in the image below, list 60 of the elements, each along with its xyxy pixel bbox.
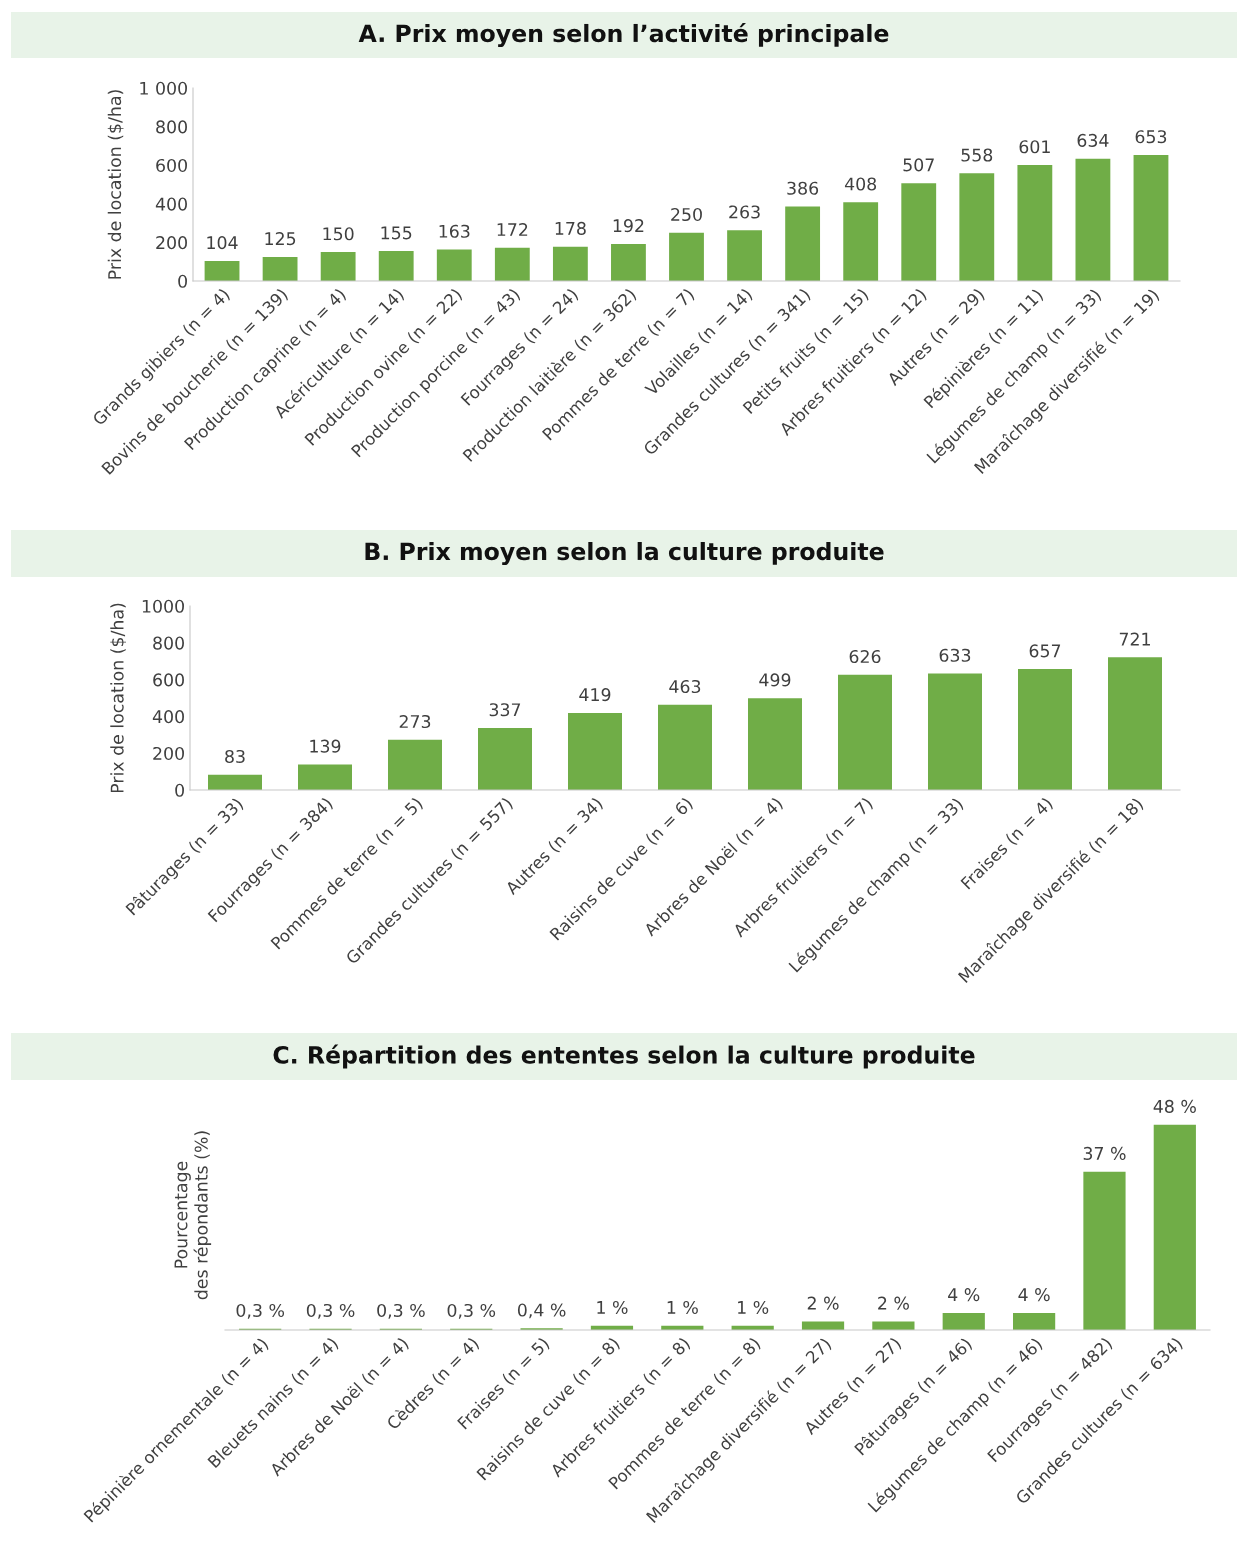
y-tick-label: 1000 (142, 599, 184, 613)
y-axis-title: Prix de location ($/ha) (107, 90, 124, 279)
y-tick-label: 1 000 (140, 81, 187, 95)
y-tick-label: 200 (153, 746, 184, 761)
data-label: 192 (613, 219, 644, 233)
data-label: 172 (497, 222, 528, 236)
data-label: 0,3 % (447, 1303, 496, 1319)
y-tick-label: 800 (156, 120, 187, 134)
data-label: 2 % (807, 1296, 839, 1310)
data-label: 499 (759, 673, 791, 687)
data-label: 83 (225, 749, 245, 764)
data-label: 386 (787, 181, 819, 195)
data-label: 37 % (1083, 1146, 1126, 1161)
data-label: 163 (439, 224, 470, 238)
data-label: 653 (1135, 130, 1167, 144)
y-axis-title: Prix de location ($/ha) (110, 603, 127, 793)
data-label: 178 (555, 221, 586, 235)
data-label: 1 % (667, 1300, 698, 1315)
data-label: 104 (207, 236, 238, 250)
data-label: 263 (729, 205, 760, 219)
y-tick-label: 0 (178, 274, 187, 288)
data-label: 337 (489, 703, 521, 717)
data-label: 633 (939, 648, 971, 662)
data-label: 626 (849, 649, 881, 664)
y-tick-label: 400 (155, 197, 187, 211)
data-label: 150 (323, 227, 354, 241)
data-label: 657 (1029, 644, 1061, 658)
data-label: 408 (844, 177, 877, 191)
data-label: 273 (399, 714, 431, 729)
data-label: 4 % (1018, 1288, 1050, 1302)
data-label: 48 % (1153, 1099, 1196, 1113)
data-label: 634 (1077, 133, 1109, 147)
data-label: 463 (669, 679, 701, 694)
y-axis-title: Pourcentage des répondants (%) (174, 1131, 212, 1300)
data-label: 139 (310, 739, 341, 753)
data-label: 4 % (948, 1288, 980, 1302)
data-label: 601 (1019, 140, 1050, 154)
data-label: 558 (961, 148, 993, 162)
data-label: 0,3 % (377, 1303, 425, 1319)
y-tick-label: 600 (153, 673, 184, 687)
data-label: 507 (903, 158, 934, 172)
y-tick-label: 600 (156, 158, 187, 173)
y-tick-label: 200 (156, 236, 187, 250)
data-label: 125 (265, 232, 296, 246)
data-label: 250 (671, 207, 702, 222)
data-label: 721 (1119, 632, 1150, 646)
chart-title: A. Prix moyen selon l’activité principale (358, 23, 889, 47)
y-tick-label: 0 (175, 783, 184, 797)
data-label: 155 (381, 226, 412, 240)
y-tick-label: 400 (152, 710, 184, 724)
data-label: 0,4 % (517, 1303, 566, 1319)
data-label: 0,3 % (306, 1303, 355, 1319)
data-label: 2 % (878, 1296, 909, 1310)
data-label: 1 % (738, 1300, 769, 1315)
chart-title: B. Prix moyen selon la culture produite (365, 541, 884, 566)
data-label: 0,3 % (236, 1303, 285, 1319)
data-label: 419 (579, 688, 611, 702)
data-label: 1 % (597, 1300, 628, 1315)
chart-title: C. Répartition des ententes selon la culture produite (273, 1044, 975, 1069)
y-tick-label: 800 (153, 636, 184, 650)
